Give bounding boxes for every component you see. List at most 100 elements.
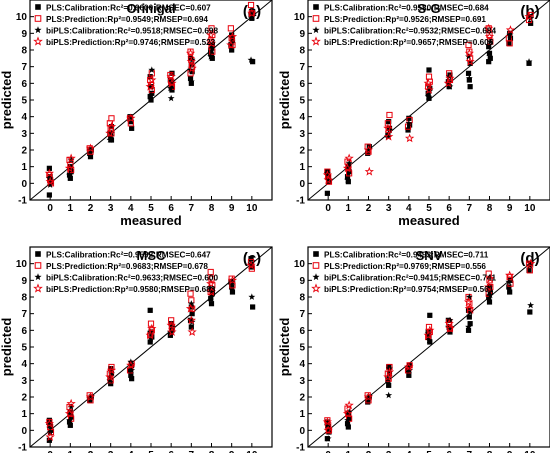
data-point-filled-square	[487, 55, 493, 61]
data-point-filled-star	[207, 285, 215, 292]
data-point-filled-star	[127, 118, 135, 125]
x-tick-label: 3	[386, 203, 392, 214]
data-point-open-star	[147, 323, 157, 333]
x-tick-label: 2	[88, 450, 94, 453]
data-point-open-star	[464, 48, 474, 58]
data-point-open-star	[106, 121, 117, 131]
data-point-filled-square	[426, 67, 432, 73]
legend: PLS:Calibration:Rc²=0.9493;RMSEC=0.711 PL…	[311, 250, 496, 294]
data-point-open-star	[185, 303, 196, 313]
legend-marker-filled-square	[313, 251, 319, 257]
x-tick-label: 2	[366, 203, 372, 214]
data-point-open-square	[147, 320, 155, 327]
data-point-open-star	[423, 330, 433, 340]
y-tick-label: 0	[21, 426, 27, 437]
y-tick-label: 6	[299, 79, 305, 90]
data-point-filled-square	[506, 284, 512, 290]
data-point-filled-square	[129, 376, 135, 382]
data-point-filled-star	[345, 159, 353, 167]
data-point-open-star	[167, 78, 177, 88]
data-point-filled-star	[324, 176, 332, 183]
data-point-filled-star	[66, 171, 73, 178]
data-point-filled-square	[365, 399, 371, 405]
y-tick-label: 3	[299, 129, 305, 140]
data-point-open-square	[248, 265, 255, 272]
data-point-filled-star	[248, 293, 256, 300]
data-point-open-star	[505, 270, 515, 280]
data-point-open-star	[145, 330, 155, 340]
data-point-open-star	[344, 400, 354, 410]
x-tick-label: 5	[148, 450, 154, 453]
data-point-open-star	[66, 153, 76, 163]
data-point-filled-star	[465, 74, 473, 82]
y-tick-label: 9	[299, 276, 305, 287]
x-tick-label: 9	[229, 203, 235, 214]
y-tick-label: 5	[21, 96, 27, 107]
legend-entry: biPLS:Calibration:Rc²=0.9532;RMSEC=0.684	[324, 26, 496, 35]
data-point-filled-star	[344, 416, 351, 424]
data-point-filled-square	[229, 284, 235, 290]
data-point-filled-square	[526, 60, 532, 66]
y-tick-label: 3	[299, 376, 305, 387]
y-tick-label: -1	[18, 196, 27, 207]
data-point-filled-star	[188, 318, 196, 325]
y-tick-label: 1	[299, 162, 305, 173]
data-point-open-star	[423, 78, 433, 88]
data-point-filled-star	[106, 376, 114, 384]
data-point-filled-star	[527, 301, 535, 309]
x-tick-label: 6	[446, 203, 452, 214]
data-point-filled-square	[528, 20, 534, 26]
y-tick-label: 4	[299, 359, 305, 370]
data-point-filled-star	[108, 129, 115, 137]
y-tick-label: 2	[21, 393, 27, 404]
data-point-filled-square	[88, 394, 94, 400]
data-point-filled-star	[446, 316, 454, 324]
data-point-filled-square	[405, 127, 411, 133]
data-point-open-star	[126, 360, 136, 370]
data-point-open-star	[445, 73, 455, 83]
y-tick-label: 10	[16, 12, 28, 23]
data-point-open-star	[342, 408, 353, 418]
y-tick-label: 9	[299, 29, 305, 40]
data-point-filled-star	[249, 13, 257, 20]
x-tick-label: 10	[246, 203, 258, 214]
data-point-open-square	[386, 111, 393, 119]
data-point-filled-square	[467, 84, 473, 90]
data-point-open-star	[206, 30, 216, 39]
x-tick-label: 4	[128, 450, 134, 453]
legend-entry: PLS:Prediction:Rp²=0.9769;RMSEP=0.556	[324, 262, 486, 271]
data-point-filled-star	[385, 391, 393, 399]
data-point-filled-square	[128, 372, 134, 378]
data-point-filled-square	[447, 329, 453, 335]
data-point-filled-square	[507, 277, 514, 283]
y-tick-label: 6	[21, 326, 27, 337]
x-tick-label: 6	[168, 203, 174, 214]
data-point-open-star	[484, 23, 494, 33]
data-point-open-star	[105, 372, 115, 381]
data-point-filled-star	[526, 261, 534, 269]
data-point-filled-square	[188, 324, 194, 330]
data-point-filled-star	[166, 328, 174, 335]
legend-marker-filled-star	[312, 26, 320, 34]
data-point-filled-square	[168, 321, 174, 327]
data-point-filled-square	[108, 124, 115, 130]
y-tick-label: 4	[21, 112, 27, 123]
data-point-filled-square	[46, 165, 52, 171]
data-point-open-star	[322, 170, 333, 179]
chart-panel-3: 012345678910-1012345678910measuredpredic…	[0, 246, 273, 453]
data-point-filled-star	[146, 83, 154, 90]
data-point-filled-star	[67, 403, 75, 410]
chart-title: S-G	[417, 1, 440, 16]
data-point-open-square	[208, 25, 215, 32]
data-point-open-star	[484, 282, 494, 291]
data-point-filled-square	[147, 339, 153, 345]
data-point-open-star	[166, 71, 176, 81]
data-point-open-star	[166, 320, 176, 330]
y-tick-label: 7	[299, 309, 305, 320]
data-point-open-star	[227, 31, 238, 41]
data-point-filled-star	[148, 66, 156, 73]
data-point-open-square	[227, 25, 234, 32]
data-point-filled-star	[207, 53, 215, 60]
data-point-filled-square	[465, 70, 472, 76]
chart-title: MSC	[137, 248, 167, 263]
